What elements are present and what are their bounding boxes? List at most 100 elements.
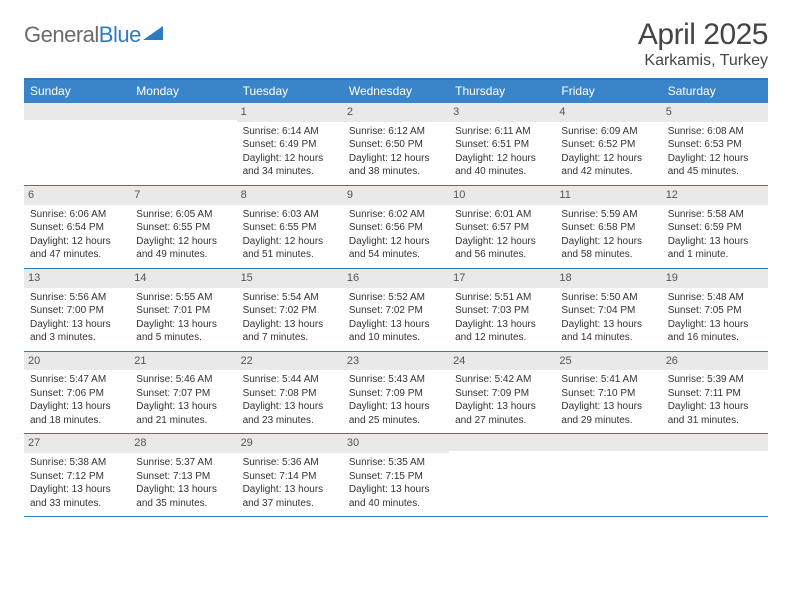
day-cell-empty bbox=[555, 434, 661, 516]
sunrise: Sunrise: 5:48 AM bbox=[668, 291, 764, 305]
daylight: Daylight: 13 hours and 7 minutes. bbox=[243, 318, 339, 345]
day-header-row: SundayMondayTuesdayWednesdayThursdayFrid… bbox=[24, 80, 768, 103]
daylight: Daylight: 13 hours and 27 minutes. bbox=[455, 400, 551, 427]
day-number: 24 bbox=[449, 352, 555, 371]
sunset: Sunset: 7:11 PM bbox=[668, 387, 764, 401]
week-row: 6Sunrise: 6:06 AMSunset: 6:54 PMDaylight… bbox=[24, 186, 768, 269]
sunrise: Sunrise: 5:55 AM bbox=[136, 291, 232, 305]
day-number: 30 bbox=[343, 434, 449, 453]
daylight: Daylight: 12 hours and 42 minutes. bbox=[561, 152, 657, 179]
day-number: 8 bbox=[237, 186, 343, 205]
sunrise: Sunrise: 5:42 AM bbox=[455, 373, 551, 387]
month-title: April 2025 bbox=[638, 18, 768, 52]
daylight: Daylight: 12 hours and 38 minutes. bbox=[349, 152, 445, 179]
sunrise: Sunrise: 5:58 AM bbox=[668, 208, 764, 222]
day-number: 19 bbox=[662, 269, 768, 288]
day-header: Wednesday bbox=[343, 80, 449, 103]
day-cell: 18Sunrise: 5:50 AMSunset: 7:04 PMDayligh… bbox=[555, 269, 661, 351]
day-cell: 9Sunrise: 6:02 AMSunset: 6:56 PMDaylight… bbox=[343, 186, 449, 268]
day-number: 26 bbox=[662, 352, 768, 371]
day-cell: 7 Sunrise: 6:05 AMSunset: 6:55 PMDaylight… bbox=[130, 186, 236, 268]
sunrise: Sunrise: 6:08 AM bbox=[668, 125, 764, 139]
sunrise: Sunrise: 5:41 AM bbox=[561, 373, 657, 387]
daylight: Daylight: 12 hours and 40 minutes. bbox=[455, 152, 551, 179]
sunset: Sunset: 6:55 PM bbox=[136, 221, 232, 235]
sunset: Sunset: 7:01 PM bbox=[136, 304, 232, 318]
day-cell-empty bbox=[130, 103, 236, 185]
sunset: Sunset: 7:03 PM bbox=[455, 304, 551, 318]
day-number: 12 bbox=[662, 186, 768, 205]
day-number: 29 bbox=[237, 434, 343, 453]
sunset: Sunset: 6:57 PM bbox=[455, 221, 551, 235]
daylight: Daylight: 13 hours and 35 minutes. bbox=[136, 483, 232, 510]
week-row: 13Sunrise: 5:56 AMSunset: 7:00 PMDayligh… bbox=[24, 269, 768, 352]
sunrise: Sunrise: 5:35 AM bbox=[349, 456, 445, 470]
day-cell: 24Sunrise: 5:42 AMSunset: 7:09 PMDayligh… bbox=[449, 352, 555, 434]
daylight: Daylight: 13 hours and 14 minutes. bbox=[561, 318, 657, 345]
sunset: Sunset: 7:05 PM bbox=[668, 304, 764, 318]
daylight: Daylight: 13 hours and 18 minutes. bbox=[30, 400, 126, 427]
sunset: Sunset: 6:51 PM bbox=[455, 138, 551, 152]
day-cell: 2Sunrise: 6:12 AMSunset: 6:50 PMDaylight… bbox=[343, 103, 449, 185]
day-number: 10 bbox=[449, 186, 555, 205]
day-number: 7 bbox=[130, 186, 236, 205]
sunset: Sunset: 7:08 PM bbox=[243, 387, 339, 401]
day-cell: 26 Sunrise: 5:39 AMSunset: 7:11 PMDayligh… bbox=[662, 352, 768, 434]
daylight: Daylight: 13 hours and 29 minutes. bbox=[561, 400, 657, 427]
daylight: Daylight: 13 hours and 21 minutes. bbox=[136, 400, 232, 427]
day-number: 25 bbox=[555, 352, 661, 371]
sunset: Sunset: 7:09 PM bbox=[349, 387, 445, 401]
sunrise: Sunrise: 6:05 AM bbox=[136, 208, 232, 222]
sunrise: Sunrise: 5:44 AM bbox=[243, 373, 339, 387]
day-header: Friday bbox=[555, 80, 661, 103]
day-cell: 13Sunrise: 5:56 AMSunset: 7:00 PMDayligh… bbox=[24, 269, 130, 351]
sunrise: Sunrise: 5:39 AM bbox=[668, 373, 764, 387]
day-number: 9 bbox=[343, 186, 449, 205]
sunset: Sunset: 7:02 PM bbox=[243, 304, 339, 318]
daylight: Daylight: 13 hours and 40 minutes. bbox=[349, 483, 445, 510]
day-number: 28 bbox=[130, 434, 236, 453]
daylight: Daylight: 13 hours and 37 minutes. bbox=[243, 483, 339, 510]
day-cell: 30 Sunrise: 5:35 AMSunset: 7:15 PMDayligh… bbox=[343, 434, 449, 516]
week-row: 27Sunrise: 5:38 AMSunset: 7:12 PMDayligh… bbox=[24, 434, 768, 517]
day-number: 11 bbox=[555, 186, 661, 205]
day-number: 22 bbox=[237, 352, 343, 371]
day-cell: 28Sunrise: 5:37 AMSunset: 7:13 PMDayligh… bbox=[130, 434, 236, 516]
day-cell: 16Sunrise: 5:52 AMSunset: 7:02 PMDayligh… bbox=[343, 269, 449, 351]
header: GeneralBlue April 2025 Karkamis, Turkey bbox=[24, 18, 768, 70]
sunrise: Sunrise: 6:11 AM bbox=[455, 125, 551, 139]
day-number: 17 bbox=[449, 269, 555, 288]
sunset: Sunset: 6:58 PM bbox=[561, 221, 657, 235]
sunset: Sunset: 6:53 PM bbox=[668, 138, 764, 152]
sunrise: Sunrise: 5:43 AM bbox=[349, 373, 445, 387]
sunset: Sunset: 6:52 PM bbox=[561, 138, 657, 152]
day-number: 14 bbox=[130, 269, 236, 288]
day-number: 21 bbox=[130, 352, 236, 371]
day-number bbox=[130, 103, 236, 120]
day-cell: 4Sunrise: 6:09 AMSunset: 6:52 PMDaylight… bbox=[555, 103, 661, 185]
sunrise: Sunrise: 5:47 AM bbox=[30, 373, 126, 387]
day-number bbox=[449, 434, 555, 451]
day-cell: 22Sunrise: 5:44 AMSunset: 7:08 PMDayligh… bbox=[237, 352, 343, 434]
day-number bbox=[24, 103, 130, 120]
sunset: Sunset: 6:59 PM bbox=[668, 221, 764, 235]
sunset: Sunset: 6:50 PM bbox=[349, 138, 445, 152]
daylight: Daylight: 12 hours and 34 minutes. bbox=[243, 152, 339, 179]
sunrise: Sunrise: 5:54 AM bbox=[243, 291, 339, 305]
sunrise: Sunrise: 5:51 AM bbox=[455, 291, 551, 305]
day-number: 2 bbox=[343, 103, 449, 122]
day-number: 5 bbox=[662, 103, 768, 122]
sunset: Sunset: 7:15 PM bbox=[349, 470, 445, 484]
sunset: Sunset: 7:10 PM bbox=[561, 387, 657, 401]
sunrise: Sunrise: 6:01 AM bbox=[455, 208, 551, 222]
sunset: Sunset: 7:12 PM bbox=[30, 470, 126, 484]
daylight: Daylight: 13 hours and 31 minutes. bbox=[668, 400, 764, 427]
day-number: 20 bbox=[24, 352, 130, 371]
sunset: Sunset: 6:54 PM bbox=[30, 221, 126, 235]
day-cell: 27Sunrise: 5:38 AMSunset: 7:12 PMDayligh… bbox=[24, 434, 130, 516]
day-cell: 15Sunrise: 5:54 AMSunset: 7:02 PMDayligh… bbox=[237, 269, 343, 351]
sunset: Sunset: 7:02 PM bbox=[349, 304, 445, 318]
daylight: Daylight: 12 hours and 51 minutes. bbox=[243, 235, 339, 262]
day-cell: 25 Sunrise: 5:41 AMSunset: 7:10 PMDayligh… bbox=[555, 352, 661, 434]
daylight: Daylight: 12 hours and 49 minutes. bbox=[136, 235, 232, 262]
